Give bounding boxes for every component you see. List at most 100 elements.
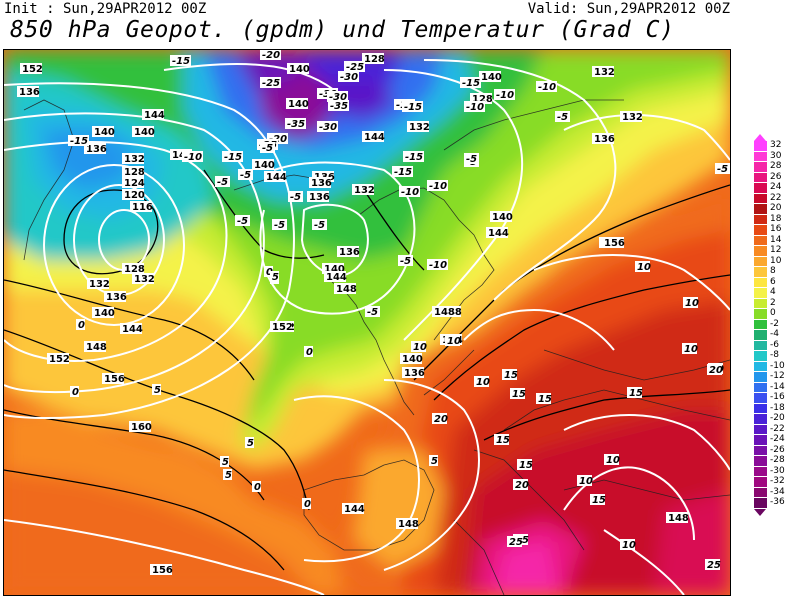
height-label-bg [309,177,331,188]
height-label: 132 [352,184,375,196]
temperature-label-text: -5 [237,216,248,227]
legend-swatch [754,445,767,455]
temperature-label-bg [682,343,697,354]
height-label-bg [150,564,172,575]
temperature-label: 15 [536,393,552,405]
temperature-label: -10 [182,151,203,163]
temperature-label-bg [635,261,650,272]
temperature-label: -30 [338,71,359,83]
height-label: 156 [102,373,125,385]
temperature-label-bg [399,186,420,197]
temperature-label-text: -20 [269,134,287,145]
height-label: 144 [362,131,385,143]
height-label-text: 128 [472,94,493,105]
legend-label: 16 [770,224,782,234]
temperature-label: 10 [577,475,593,487]
temperature-label: -15 [402,101,423,113]
height-label-text: 144 [144,110,165,121]
temperature-label-text: -35 [287,119,305,130]
temperature-label: -10 [464,101,485,113]
temperature-label-bg [365,306,380,317]
chart-title: 850 hPa Geopot. (gpdm) und Temperatur (G… [10,17,675,43]
temperature-label: 10 [474,376,490,388]
temperature-label-bg [222,151,243,162]
temperature-label-bg [427,259,448,270]
height-label-bg [286,98,308,109]
legend-swatch [754,414,767,424]
temperature-label-text: -5 [217,177,228,188]
temperature-label-bg [427,180,448,191]
temperature-label-text: 5 [272,272,279,283]
legend-swatch [754,183,767,193]
temperature-label: 25 [705,559,721,571]
legend-label: -24 [770,434,785,444]
temperature-label-text: 15 [592,495,606,506]
temperature-label: 10 [635,261,651,273]
height-label-bg [592,133,614,144]
height-label-bg [170,149,192,160]
weather-map: 1521361441401401401281401281321401441361… [3,49,731,596]
height-label: 136 [84,143,107,155]
height-label: 156 [150,564,173,576]
height-label-bg [470,93,492,104]
temperature-label: -15 [460,77,481,89]
height-label-bg [592,66,614,77]
height-label-text: 152 [22,64,43,75]
temperature-label-bg [510,388,525,399]
temperature-label-text: 20 [709,365,723,376]
height-label-text: 140 [94,308,115,319]
height-label-bg [337,246,359,257]
legend-swatch [754,382,767,392]
legend-swatch [754,340,767,350]
height-label-text: 156 [152,565,173,576]
height-label-bg [432,306,454,317]
temperature-label-bg [152,384,161,395]
temperature-label-text: 15 [519,460,533,471]
height-label-text: 136 [311,178,332,189]
height-label-bg [122,177,144,188]
height-label-bg [362,131,384,142]
height-label-text: 128 [124,167,145,178]
temperature-label-bg [411,341,426,352]
temperature-label-bg [344,61,365,72]
legend-swatch [754,466,767,476]
height-label: 132 [122,153,145,165]
legend-label: 14 [770,234,782,245]
temperature-label: -25 [344,61,365,73]
height-label-bg [132,126,154,137]
height-label-text: 132 [622,112,643,123]
legend-swatch [754,393,767,403]
height-label-text: 120 [124,190,145,201]
temperature-label: -25 [260,77,281,89]
height-label-bg [92,307,114,318]
height-label-text: 140 [288,99,309,110]
temperature-label-text: -5 [314,220,325,231]
temperature-label: -5 [272,219,287,231]
temperature-label-text: 0 [78,320,85,331]
temperature-label: -10 [494,89,515,101]
legend-label: -16 [770,392,785,402]
temperature-label: 15 [510,388,526,400]
temperature-label-bg [285,118,306,129]
height-label-text: 152 [49,354,70,365]
temperature-label-bg [707,364,722,375]
legend-label: -4 [770,329,779,339]
height-labels: 1521361441401401401281401281321401441361… [17,53,689,576]
height-label-text: 144 [344,504,365,515]
temperature-label-bg [182,151,203,162]
height-label-bg [602,237,624,248]
height-label-bg [407,121,429,132]
height-label: 136 [402,367,425,379]
temperature-label-bg [474,376,489,387]
temperature-label-text: -10 [538,82,556,93]
height-label-bg [87,278,109,289]
height-label-bg [342,503,364,514]
legend-label: -26 [770,444,785,455]
temperature-label: 15 [517,459,533,471]
height-label-text: 148 [668,513,689,524]
temperature-label: -5 [555,111,570,123]
legend-label: 4 [770,287,776,297]
temperature-label-bg [536,81,557,92]
legend-swatch [754,246,767,256]
valid-time-label: Valid: Sun,29APR2012 00Z [527,1,730,17]
